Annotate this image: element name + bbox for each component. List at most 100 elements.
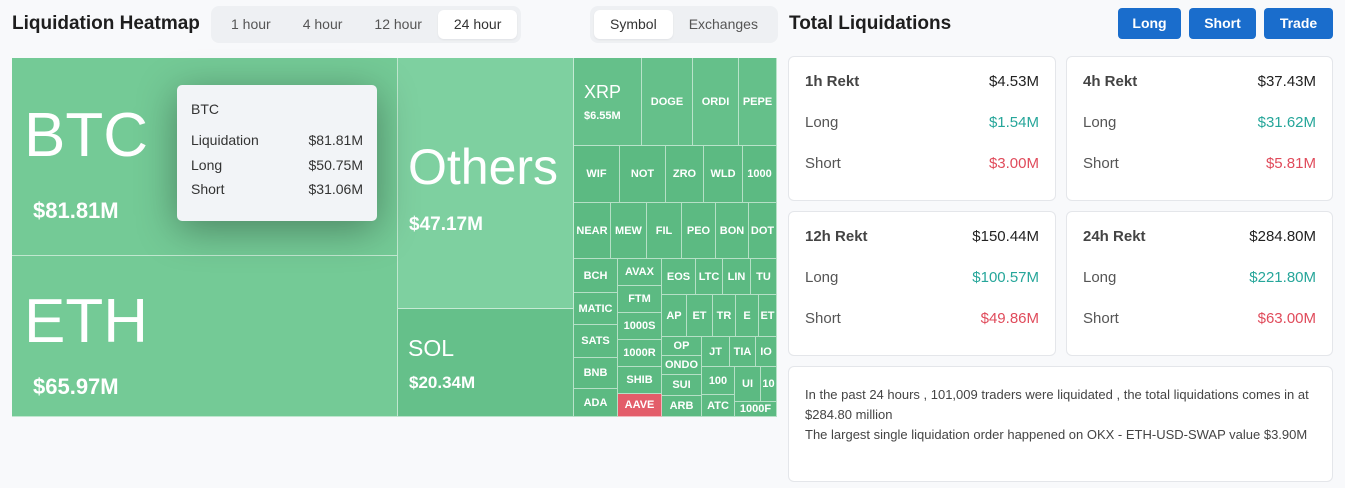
tooltip-title: BTC	[191, 101, 219, 117]
heatmap-tile-io[interactable]: IO	[756, 337, 777, 367]
card-long-row: Long $100.57M	[805, 269, 1039, 310]
tile-value: $20.34M	[409, 373, 476, 392]
tile-name: 10	[762, 378, 775, 390]
heatmap-tile-eth[interactable]: ETH $65.97M	[12, 256, 398, 417]
tile-name: XRP	[584, 82, 622, 102]
heatmap-tile-sats[interactable]: SATS	[574, 325, 618, 358]
heatmap-tile-tr[interactable]: TR	[713, 295, 736, 337]
tooltip-label: Liquidation	[191, 132, 259, 148]
heatmap-tile-bch[interactable]: BCH	[574, 259, 618, 293]
summary-line: In the past 24 hours , 101,009 traders w…	[805, 387, 1309, 422]
heatmap-tile-bnb[interactable]: BNB	[574, 358, 618, 389]
heatmap-tile-op[interactable]: OP	[662, 337, 702, 356]
heatmap-tile-matic[interactable]: MATIC	[574, 293, 618, 325]
heatmap-tile-sol[interactable]: SOL $20.34M	[398, 309, 574, 417]
heatmap-tile-dot[interactable]: DOT	[749, 203, 777, 259]
heatmap-tile-bon[interactable]: BON	[716, 203, 749, 259]
tile-name: EOS	[666, 270, 691, 283]
card-total: $4.53M	[988, 73, 1039, 90]
short-value: $63.00M	[1257, 310, 1316, 327]
heatmap-tile-doge[interactable]: DOGE	[642, 58, 693, 146]
card-long-row: Long $1.54M	[805, 114, 1039, 155]
tile-name: WIF	[586, 168, 607, 180]
long-button[interactable]: Long	[1118, 8, 1181, 39]
heatmap-tile-ondo[interactable]: ONDO	[662, 356, 702, 375]
heatmap-tile-10[interactable]: 10	[761, 367, 777, 402]
heatmap-tile-1000r[interactable]: 1000R	[618, 340, 662, 367]
tile-name: BON	[719, 224, 745, 237]
heatmap-tile-ftm[interactable]: FTM	[618, 286, 662, 313]
tile-value: $6.55M	[584, 110, 621, 122]
tile-name: ETH	[24, 287, 148, 356]
tile-name: TR	[716, 309, 732, 322]
heatmap-tile-shib[interactable]: SHIB	[618, 367, 662, 394]
heatmap-tile-avax[interactable]: AVAX	[618, 259, 662, 286]
tile-name: SHIB	[626, 374, 653, 386]
heatmap-tile-aave[interactable]: AAVE	[618, 394, 662, 417]
heatmap-tile-xrp[interactable]: XRP $6.55M	[574, 58, 642, 146]
tile-name: ET	[760, 309, 775, 322]
tile-name: BTC	[24, 101, 148, 170]
heatmap-tile-fil[interactable]: FIL	[647, 203, 682, 259]
heatmap-tile-sui[interactable]: SUI	[662, 375, 702, 396]
heatmap-tile-ui[interactable]: UI	[735, 367, 761, 402]
tile-name: UI	[742, 378, 753, 390]
heatmap-tile-others[interactable]: Others $47.17M	[398, 58, 574, 309]
tile-name: LTC	[698, 270, 720, 283]
heatmap-tile-not[interactable]: NOT	[620, 146, 666, 203]
tooltip-row: Short $31.06M	[191, 181, 363, 206]
time-option-12h[interactable]: 12 hour	[374, 16, 422, 32]
mode-option-exchanges[interactable]: Exchanges	[688, 16, 758, 32]
heatmap-tile-ada[interactable]: ADA	[574, 389, 618, 417]
heatmap-tile-100[interactable]: 100	[702, 367, 735, 395]
heatmap-tile-et[interactable]: ET	[687, 295, 713, 337]
heatmap-tile-wld[interactable]: WLD	[704, 146, 743, 203]
short-button[interactable]: Short	[1189, 8, 1256, 39]
tile-name: JT	[709, 345, 722, 358]
long-label: Long	[1083, 114, 1117, 131]
heatmap-tile-arb[interactable]: ARB	[662, 396, 702, 417]
heatmap-tile-peo[interactable]: PEO	[682, 203, 716, 259]
heatmap-tile-wif[interactable]: WIF	[574, 146, 620, 203]
time-option-1h[interactable]: 1 hour	[231, 16, 271, 32]
liquidation-summary: In the past 24 hours , 101,009 traders w…	[788, 366, 1333, 482]
tile-name: ZRO	[672, 168, 697, 180]
tile-name: 1000R	[623, 347, 656, 359]
trade-button[interactable]: Trade	[1264, 8, 1333, 39]
card-total: $150.44M	[972, 228, 1039, 245]
tile-name: OP	[673, 340, 690, 352]
heatmap-tile-1000[interactable]: 1000	[743, 146, 777, 203]
heatmap-tile-atc[interactable]: ATC	[702, 395, 735, 417]
heatmap-tile-et-2[interactable]: ET	[759, 295, 777, 337]
tooltip-value: $31.06M	[308, 181, 363, 197]
card-header: 1h Rekt $4.53M	[805, 73, 1039, 114]
heatmap-tile-eos[interactable]: EOS	[662, 259, 696, 295]
mode-option-symbol[interactable]: Symbol	[594, 10, 673, 39]
long-label: Long	[805, 269, 839, 286]
heatmap-tile-tu[interactable]: TU	[751, 259, 777, 295]
heatmap-tile-pepe[interactable]: PEPE	[739, 58, 777, 146]
heatmap-tile-near[interactable]: NEAR	[574, 203, 611, 259]
heatmap-tile-1000f[interactable]: 1000F	[735, 402, 777, 417]
heatmap-tile-e[interactable]: E	[736, 295, 759, 337]
tooltip-label: Short	[191, 181, 225, 197]
heatmap-tile-lin[interactable]: LIN	[723, 259, 751, 295]
heatmap-tile-jt[interactable]: JT	[702, 337, 730, 367]
tooltip-row: Long $50.75M	[191, 157, 363, 182]
tile-name: Others	[408, 139, 559, 195]
tooltip-row: Liquidation $81.81M	[191, 132, 363, 157]
heatmap-tile-mew[interactable]: MEW	[611, 203, 647, 259]
heatmap-tile-tia[interactable]: TIA	[730, 337, 756, 367]
tile-name: ADA	[583, 396, 608, 409]
heatmap-tile-zro[interactable]: ZRO	[666, 146, 704, 203]
card-long-row: Long $221.80M	[1083, 269, 1316, 310]
time-option-4h[interactable]: 4 hour	[302, 16, 343, 32]
tile-name: PEPE	[742, 95, 773, 108]
heatmap-tile-ltc[interactable]: LTC	[696, 259, 723, 295]
heatmap-tile-ap[interactable]: AP	[662, 295, 687, 337]
tile-name: ET	[692, 309, 707, 322]
time-option-24h[interactable]: 24 hour	[437, 10, 518, 39]
card-header: 12h Rekt $150.44M	[805, 228, 1039, 269]
heatmap-tile-ordi[interactable]: ORDI	[693, 58, 739, 146]
heatmap-tile-1000s[interactable]: 1000S	[618, 313, 662, 340]
